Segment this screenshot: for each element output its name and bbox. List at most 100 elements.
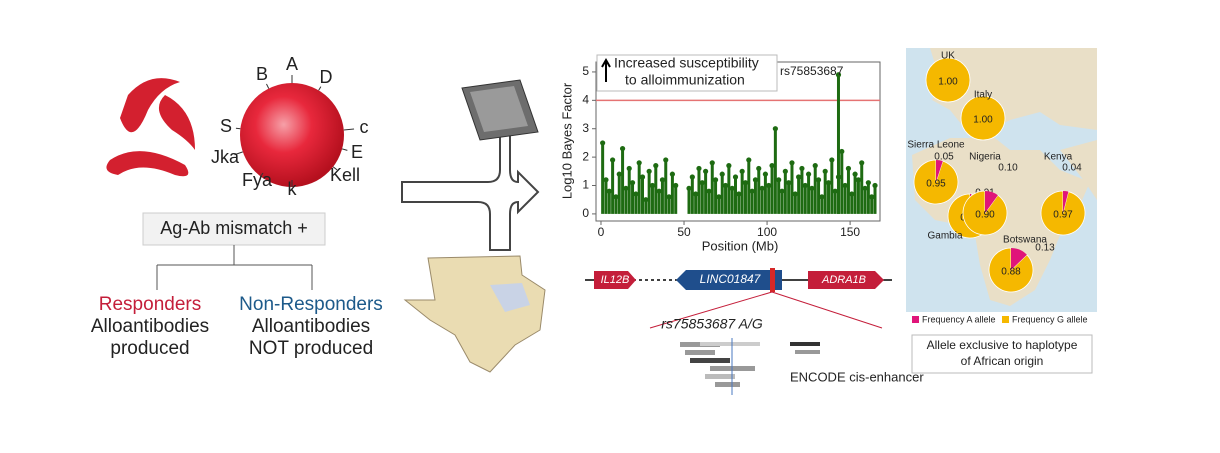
data-point	[623, 185, 629, 191]
data-point	[852, 171, 858, 177]
enhancer-label: ENCODE cis-enhancer	[790, 369, 924, 384]
country-label: Nigeria	[969, 152, 1001, 163]
data-point	[729, 185, 735, 191]
non-responders-line: NOT produced	[249, 338, 373, 359]
responders-line: Alloantibodies	[91, 316, 209, 337]
pie-slice-a	[1011, 248, 1027, 270]
data-point	[629, 180, 636, 186]
data-point	[849, 191, 855, 197]
data-point	[752, 177, 759, 183]
data-point	[643, 197, 649, 203]
antigen-label: Kell	[330, 165, 360, 185]
data-point	[829, 157, 835, 163]
data-point	[845, 165, 852, 172]
data-point	[726, 163, 732, 169]
data-point	[666, 194, 672, 200]
data-point	[839, 148, 845, 155]
data-point	[653, 163, 659, 169]
data-point	[639, 174, 646, 180]
red-blood-cell	[240, 83, 344, 187]
y-tick-label: 2	[582, 149, 589, 163]
antigen-label: S	[220, 116, 232, 136]
data-point	[782, 168, 788, 174]
data-point	[865, 180, 871, 186]
x-tick-label: 0	[598, 225, 605, 239]
data-point	[769, 163, 775, 169]
region-map	[403, 255, 546, 373]
antigen-spike	[235, 127, 241, 130]
data-point	[815, 177, 822, 183]
sickle-cells	[106, 78, 195, 177]
pie-slice-g	[962, 190, 1008, 236]
data-point	[802, 182, 808, 189]
country-label: Kenya	[1044, 152, 1073, 163]
data-point	[722, 182, 729, 189]
data-point	[812, 163, 818, 169]
data-point	[776, 177, 782, 183]
data-point	[613, 194, 619, 200]
data-point	[709, 160, 715, 166]
antigen-label: E	[351, 142, 363, 162]
data-point	[656, 188, 662, 194]
data-point	[659, 177, 666, 183]
antigen-label: c	[360, 117, 369, 137]
data-point	[649, 182, 656, 189]
up-arrow	[601, 57, 611, 82]
antigen-spike	[266, 83, 270, 89]
x-axis-label: Position (Mb)	[702, 238, 779, 253]
data-point	[832, 188, 838, 194]
data-point	[626, 165, 632, 172]
data-point	[736, 191, 742, 197]
antigen-label: k	[288, 179, 298, 199]
pie-value-g: 0.88	[1001, 267, 1021, 278]
data-point	[786, 180, 792, 186]
pie-slice-g	[925, 57, 971, 103]
gene-label: ADRA1B	[821, 274, 866, 286]
gene-label: LINC01847	[700, 272, 762, 286]
antigen-label: B	[256, 64, 268, 84]
pie-slice-a	[936, 160, 943, 182]
legend-swatch	[912, 316, 919, 323]
pie-value-a: 0.13	[1035, 243, 1055, 254]
data-point	[669, 171, 675, 177]
pie-value-a: 0.05	[934, 152, 954, 163]
data-point	[809, 185, 815, 191]
country-label: Botswana	[1003, 235, 1047, 246]
data-point	[712, 177, 719, 183]
data-point	[869, 194, 875, 200]
data-point	[686, 185, 692, 191]
antigen-label: A	[286, 54, 298, 74]
y-tick-label: 4	[582, 93, 589, 107]
tree-lines	[156, 245, 313, 290]
y-tick-label: 1	[582, 178, 589, 192]
data-point	[772, 126, 778, 132]
antigen-label: D	[320, 67, 333, 87]
data-point	[616, 171, 622, 177]
data-point	[819, 194, 825, 200]
region-map	[490, 283, 530, 312]
x-tick-label: 150	[840, 225, 860, 239]
annotation-box	[596, 54, 778, 92]
data-point	[663, 157, 669, 163]
data-point	[749, 188, 755, 194]
caption-box	[911, 334, 1093, 374]
map-land	[1060, 140, 1097, 200]
data-point	[859, 160, 865, 166]
pie-value-g: 1.00	[973, 115, 993, 126]
data-point	[673, 182, 679, 189]
data-point	[835, 72, 842, 78]
data-point	[646, 168, 652, 174]
non-responders-title: Non-Responders	[239, 294, 383, 315]
y-tick-label: 0	[582, 206, 589, 220]
antigen-spike	[343, 128, 355, 131]
data-point	[719, 171, 725, 177]
data-point	[825, 180, 832, 186]
gene-track	[585, 268, 892, 329]
data-point	[872, 182, 878, 189]
data-point	[796, 174, 802, 180]
pie-slice-g	[1040, 190, 1086, 236]
data-point	[792, 191, 798, 197]
data-point	[603, 177, 609, 183]
data-point	[779, 188, 785, 194]
